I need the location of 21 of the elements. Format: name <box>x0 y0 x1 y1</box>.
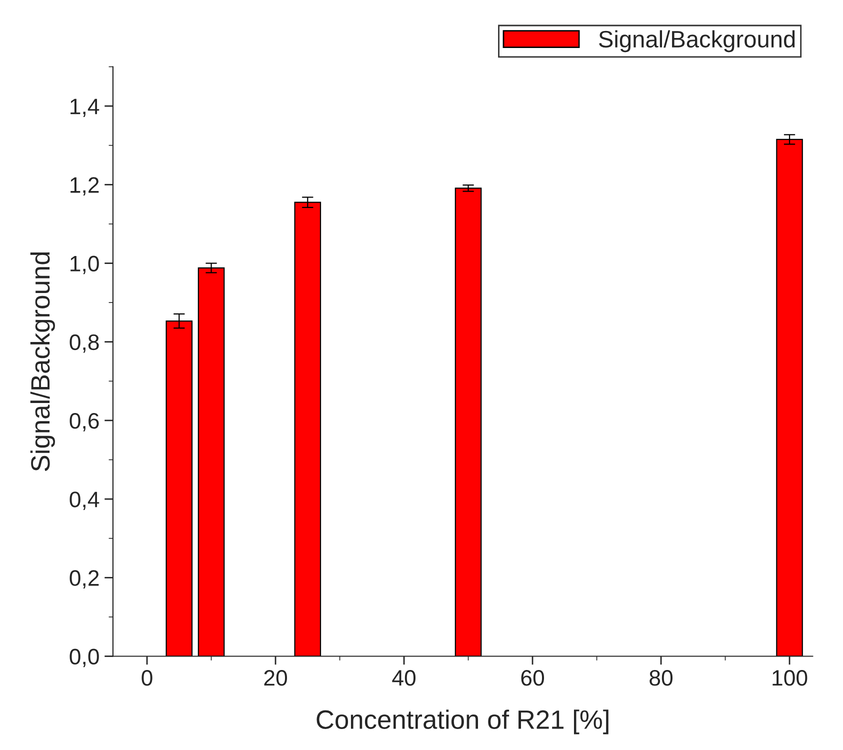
y-tick-label: 0,2 <box>70 570 99 589</box>
y-tick-label: 0,0 <box>70 648 99 668</box>
y-tick-label: 1,2 <box>70 177 99 196</box>
y-tick-label: 1,0 <box>70 256 99 274</box>
x-tick-label: 40 <box>392 670 416 686</box>
x-tick-label: 60 <box>521 670 544 686</box>
y-axis-title: Signal/Background <box>30 252 55 472</box>
x-tick-label: 0 <box>142 670 152 686</box>
bar <box>198 267 225 656</box>
x-tick-label: 100 <box>772 670 808 686</box>
bar <box>294 202 322 656</box>
x-tick-label: 80 <box>650 670 673 686</box>
y-tick-label: 0,8 <box>70 334 99 353</box>
y-tick-label: 0,4 <box>70 492 100 510</box>
x-tick-label: 20 <box>264 670 288 686</box>
bar <box>454 188 482 656</box>
bar <box>776 138 803 656</box>
x-axis-title: Concentration of R21 [%] <box>316 710 608 734</box>
y-tick-label: 0,6 <box>70 412 99 432</box>
legend-label: Signal/Background <box>599 30 795 52</box>
y-tick-label: 1,4 <box>70 98 100 117</box>
